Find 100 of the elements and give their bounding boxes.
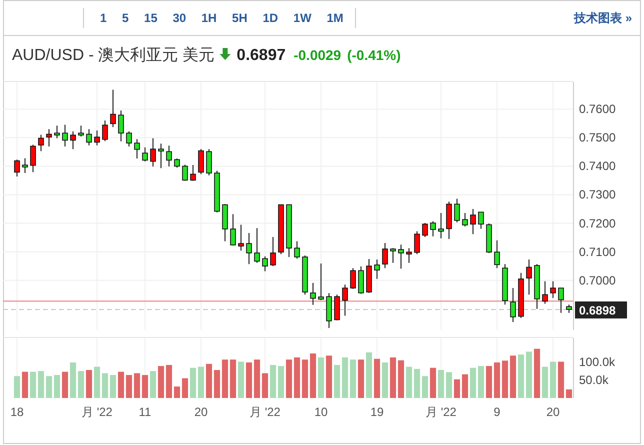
x-tick-label: 9 (494, 405, 501, 419)
bar (358, 360, 364, 398)
bar (174, 386, 180, 398)
candlestick (110, 89, 116, 128)
candlestick (414, 230, 420, 255)
bar (86, 370, 92, 398)
y-tick-label: 0.7200 (579, 216, 616, 230)
candlestick (430, 220, 436, 237)
bar (158, 366, 164, 398)
bar (198, 366, 204, 398)
bar (190, 368, 196, 398)
bar (278, 366, 284, 398)
bar (366, 352, 372, 398)
bar (38, 371, 44, 398)
bar (118, 372, 124, 398)
candlestick (422, 222, 428, 238)
x-tick-label: 19 (370, 405, 384, 419)
bar (70, 362, 76, 398)
candlestick (190, 164, 196, 182)
candlestick (86, 128, 92, 146)
bar (238, 362, 244, 398)
candlestick (14, 159, 20, 177)
bar (350, 360, 356, 398)
bar (206, 364, 212, 398)
text: (-0.41%) (347, 47, 401, 63)
candlestick (334, 294, 340, 321)
bar (478, 366, 484, 398)
bar (30, 372, 36, 398)
bar (438, 370, 444, 398)
bar (550, 362, 556, 398)
x-tick-label: 18 (10, 405, 24, 419)
candlestick (526, 259, 532, 296)
candlestick (270, 236, 276, 267)
bar (246, 362, 252, 398)
bar (150, 371, 156, 398)
candlestick (22, 158, 28, 174)
candlestick (510, 288, 516, 323)
candlestick (126, 130, 132, 147)
bar (262, 373, 268, 398)
candlestick (38, 134, 44, 152)
candlestick (406, 248, 412, 264)
bar (46, 376, 52, 398)
candlestick (182, 164, 188, 182)
bar (254, 360, 260, 398)
bar (446, 372, 452, 398)
x-tick-label: 10 (314, 405, 328, 419)
text: 1 5 15 30 1H 5H 1D 1W 1M (100, 11, 344, 25)
candlestick (150, 138, 156, 167)
bar (462, 374, 468, 398)
x-tick-label: 20 (194, 405, 208, 419)
chart-title: AUD/USD - 澳大利亚元 美元 (12, 46, 215, 64)
bar (510, 356, 516, 398)
bar (326, 356, 332, 398)
text: -0.0029 (294, 47, 342, 63)
candlestick (542, 280, 548, 304)
candlestick (390, 248, 396, 264)
candlestick (30, 144, 36, 173)
ref-line-label: 0.6898 (579, 303, 616, 318)
candlestick (398, 244, 404, 270)
candlestick (558, 288, 564, 314)
bar (14, 376, 20, 398)
bar (182, 378, 188, 398)
candlestick (158, 143, 164, 169)
candlestick (350, 268, 356, 290)
bar (494, 362, 500, 398)
candlestick (70, 130, 76, 150)
y-tick-label: 50.0k (579, 373, 610, 388)
x-tick-label: 月 '22 (82, 405, 113, 419)
bar (542, 366, 548, 398)
y-tick-label: 100.0k (579, 355, 616, 370)
x-tick-label: 20 (546, 405, 560, 419)
chart-subtitle: 0.6897 (236, 47, 286, 64)
bar (390, 357, 396, 398)
candlestick (238, 224, 244, 252)
candlestick (382, 242, 388, 269)
candlestick (262, 256, 268, 272)
candlestick (294, 240, 300, 260)
candlestick (94, 130, 100, 146)
bar (398, 360, 404, 398)
candlestick (78, 125, 84, 138)
candlestick (254, 228, 260, 264)
bar (318, 357, 324, 398)
bar (526, 352, 532, 398)
candlestick (102, 120, 108, 142)
bar (54, 375, 60, 398)
bar (126, 375, 132, 398)
candlestick (454, 198, 460, 223)
x-tick-label: 月 '22 (426, 405, 457, 419)
x-tick-label: 11 (138, 405, 152, 419)
candlestick (342, 284, 348, 316)
candlestick (54, 125, 60, 139)
bar (470, 368, 476, 398)
bar (22, 372, 28, 398)
bar (342, 357, 348, 398)
bar (294, 357, 300, 398)
candlestick (174, 158, 180, 168)
candlestick (438, 212, 444, 239)
bar (534, 348, 540, 398)
bar (134, 373, 140, 398)
candlestick (462, 212, 468, 227)
